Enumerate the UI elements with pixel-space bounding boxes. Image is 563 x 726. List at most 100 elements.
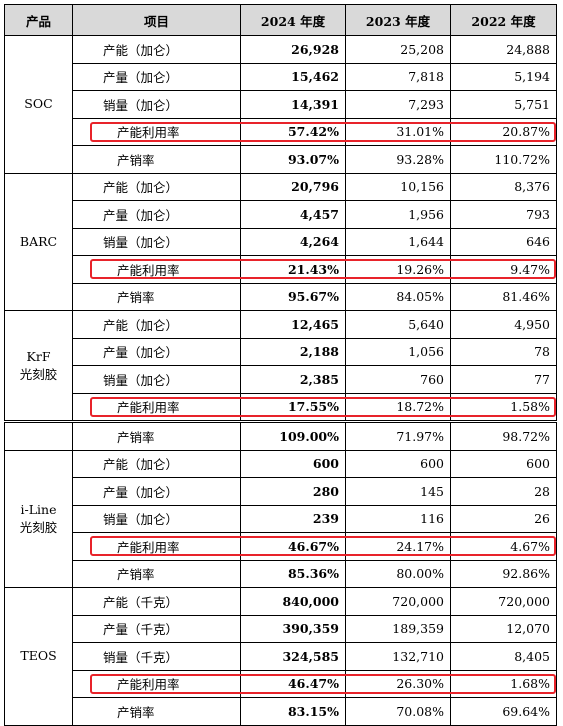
value-2024: 20,796 (240, 172, 346, 201)
item-cell: 产能（加仑） (72, 310, 241, 339)
product-name-line: 光刻胶 (19, 366, 58, 382)
value-2022: 600 (450, 449, 557, 478)
value-2022: 92.86% (450, 559, 557, 588)
value-2023: 132,710 (345, 642, 451, 671)
value-2024: 46.47% (240, 669, 346, 698)
value-2024: 12,465 (240, 310, 346, 339)
value-2024: 26,928 (240, 35, 346, 64)
value-2024: 17.55% (240, 392, 346, 422)
value-2023: 1,956 (345, 200, 451, 229)
table-row: 产能利用率 46.67% 24.17% 4.67% (5, 532, 557, 561)
value-2022: 4,950 (450, 310, 557, 339)
item-cell: 产销率 (72, 420, 241, 451)
value-2023: 10,156 (345, 172, 451, 201)
table-row: 产能利用率 21.43% 19.26% 9.47% (5, 255, 557, 284)
item-cell: 销量（加仑） (72, 504, 241, 533)
item-cell: 销量（加仑） (72, 90, 241, 119)
product-name: SOC (4, 35, 73, 174)
item-cell: 产能利用率 (72, 255, 241, 284)
value-2022: 1.68% (450, 669, 557, 698)
table-row: 销量（加仑） 14,391 7,293 5,751 (5, 90, 557, 119)
table-row: 产能利用率 46.47% 26.30% 1.68% (5, 669, 557, 698)
value-2022: 720,000 (450, 587, 557, 616)
header-row: 产品 项目 2024 年度 2023 年度 2022 年度 (4, 4, 557, 36)
header-2024: 2024 年度 (240, 4, 346, 36)
value-2023: 600 (345, 449, 451, 478)
value-2023: 24.17% (345, 532, 451, 561)
value-2024: 95.67% (240, 282, 346, 311)
table-row: 产量（加仑） 2,188 1,056 78 (5, 337, 557, 366)
table-row: 产能利用率 57.42% 31.01% 20.87% (5, 117, 557, 146)
value-2022: 28 (450, 477, 557, 506)
value-2023: 26.30% (345, 669, 451, 698)
table-row: 产销率 85.36% 80.00% 92.86% (5, 559, 557, 588)
table-row: KrF 光刻胶 产能（加仑） 12,465 5,640 4,950 (4, 310, 557, 422)
header-2023: 2023 年度 (345, 4, 451, 36)
value-2022: 4.67% (450, 532, 557, 561)
value-2022: 8,405 (450, 642, 557, 671)
item-cell: 销量（加仑） (72, 227, 241, 256)
capacity-table: 产品 项目 2024 年度 2023 年度 2022 年度 SOC 产能（加仑） 2… (4, 4, 557, 726)
value-2023: 145 (345, 477, 451, 506)
value-2024: 21.43% (240, 255, 346, 284)
value-2023: 720,000 (345, 587, 451, 616)
value-2022: 1.58% (450, 392, 557, 422)
value-2022: 9.47% (450, 255, 557, 284)
value-2022: 24,888 (450, 35, 557, 64)
table-row: BARC 产能（加仑） 20,796 10,156 8,376 (4, 172, 557, 311)
table-row: 产量（千克） 390,359 189,359 12,070 (5, 614, 557, 643)
value-2024: 2,188 (240, 337, 346, 366)
table-row: 产量（加仑） 280 145 28 (5, 477, 557, 506)
value-2023: 19.26% (345, 255, 451, 284)
item-cell: 产量（千克） (72, 614, 241, 643)
product-name-line: KrF (26, 348, 51, 364)
product-cell-empty (4, 420, 73, 451)
value-2023: 84.05% (345, 282, 451, 311)
value-2022: 5,194 (450, 62, 557, 91)
product-name-line: i-Line (20, 501, 57, 517)
value-2022: 12,070 (450, 614, 557, 643)
value-2023: 7,818 (345, 62, 451, 91)
product-name-line: TEOS (20, 648, 57, 664)
value-2024: 390,359 (240, 614, 346, 643)
item-cell: 产能（加仑） (72, 449, 241, 478)
item-cell: 产销率 (72, 282, 241, 311)
table-row: 产量（加仑） 15,462 7,818 5,194 (5, 62, 557, 91)
header-2022: 2022 年度 (450, 4, 557, 36)
value-2022: 8,376 (450, 172, 557, 201)
item-cell: 产能（千克） (72, 587, 241, 616)
value-2024: 15,462 (240, 62, 346, 91)
value-2023: 18.72% (345, 392, 451, 422)
table-row: 产量（加仑） 4,457 1,956 793 (5, 200, 557, 229)
value-2022: 77 (450, 365, 557, 394)
table-row: TEOS 产能（千克） 840,000 720,000 720,000 (4, 587, 557, 726)
value-2023: 7,293 (345, 90, 451, 119)
item-cell: 产能利用率 (72, 117, 241, 146)
value-2023: 1,644 (345, 227, 451, 256)
value-2023: 31.01% (345, 117, 451, 146)
value-2022: 20.87% (450, 117, 557, 146)
value-2023: 80.00% (345, 559, 451, 588)
value-2024: 324,585 (240, 642, 346, 671)
item-cell: 产销率 (72, 145, 241, 174)
value-2023: 189,359 (345, 614, 451, 643)
value-2023: 760 (345, 365, 451, 394)
value-2022: 646 (450, 227, 557, 256)
value-2024: 2,385 (240, 365, 346, 394)
item-cell: 产销率 (72, 559, 241, 588)
header-product: 产品 (4, 4, 73, 36)
product-name-line: 光刻胶 (19, 519, 58, 535)
value-2024: 840,000 (240, 587, 346, 616)
value-2022: 81.46% (450, 282, 557, 311)
table-row: 产销率 93.07% 93.28% 110.72% (5, 145, 557, 174)
table-row: 产销率 95.67% 84.05% 81.46% (5, 282, 557, 311)
table-row: 销量（加仑） 2,385 760 77 (5, 365, 557, 394)
table-row: 销量（加仑） 239 116 26 (5, 504, 557, 533)
table-row: 销量（加仑） 4,264 1,644 646 (5, 227, 557, 256)
table-row: 产销率 109.00% 71.97% 98.72% (4, 420, 557, 451)
value-2023: 1,056 (345, 337, 451, 366)
item-cell: 产能利用率 (72, 532, 241, 561)
value-2024: 57.42% (240, 117, 346, 146)
value-2024: 239 (240, 504, 346, 533)
item-cell: 产量（加仑） (72, 62, 241, 91)
